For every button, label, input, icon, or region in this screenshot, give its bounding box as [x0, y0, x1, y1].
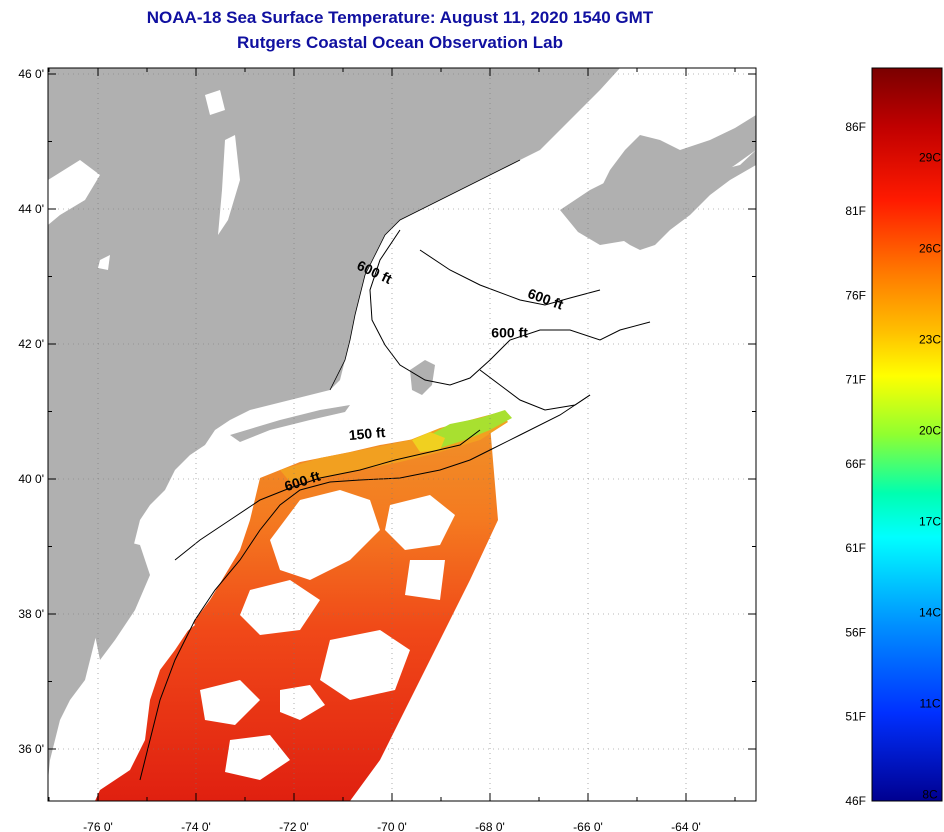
- latitude-label: 40 0': [18, 472, 44, 486]
- longitude-labels: -76 0' -74 0' -72 0' -70 0' -68 0' -66 0' -64 …: [83, 820, 701, 832]
- colorbar-c-label: 29C: [919, 150, 941, 164]
- longitude-label: -64 0': [671, 820, 701, 832]
- latitude-label: 36 0': [18, 742, 44, 756]
- colorbar-c-label: 11C: [919, 696, 940, 710]
- latitude-label: 38 0': [18, 607, 44, 621]
- colorbar-f-label: 46F: [845, 794, 866, 808]
- latitude-label: 46 0': [18, 67, 44, 81]
- land-cape-cod: [410, 360, 435, 395]
- latitude-labels: 46 0' 44 0' 42 0' 40 0' 38 0' 36 0': [18, 67, 44, 756]
- cloud-cover: [115, 490, 455, 780]
- sst-yellow-patch: [412, 432, 445, 452]
- colorbar-c-label: 8C: [922, 787, 938, 801]
- lakes: [48, 90, 240, 270]
- longitude-label: -76 0': [83, 820, 113, 832]
- colorbar-c-label: 23C: [919, 332, 941, 346]
- sst-green-patch: [428, 410, 512, 448]
- colorbar-f-label: 86F: [845, 120, 866, 134]
- colorbar-c-label: 26C: [919, 241, 941, 255]
- colorbar-f-label: 56F: [845, 625, 866, 639]
- land-long-island: [230, 405, 350, 442]
- land-usa: [48, 68, 620, 780]
- colorbar-f-label: 51F: [845, 710, 866, 724]
- colorbar-f-label: 76F: [845, 288, 866, 302]
- colorbar-c-label: 20C: [919, 423, 941, 437]
- map-title: NOAA-18 Sea Surface Temperature: August …: [146, 8, 654, 27]
- latitude-label: 42 0': [18, 337, 44, 351]
- colorbar-fahrenheit-labels: 86F 81F 76F 71F 66F 61F 56F 51F 46F: [845, 120, 866, 808]
- depth-contour-label: 600 ft: [491, 324, 528, 340]
- colorbar-f-label: 81F: [845, 204, 866, 218]
- colorbar-c-label: 14C: [919, 605, 941, 619]
- longitude-label: -66 0': [573, 820, 603, 832]
- colorbar-f-label: 61F: [845, 541, 866, 555]
- land-delmarva: [92, 540, 150, 660]
- longitude-label: -68 0': [475, 820, 505, 832]
- map-frame: [47, 67, 757, 802]
- colorbar-f-label: 71F: [845, 373, 866, 387]
- longitude-label: -72 0': [279, 820, 309, 832]
- coastline: [329, 159, 521, 391]
- axis-ticks: [48, 68, 756, 801]
- longitude-label: -70 0': [377, 820, 407, 832]
- map-subtitle: Rutgers Coastal Ocean Observation Lab: [237, 33, 563, 52]
- colorbar-c-label: 17C: [919, 514, 941, 528]
- depth-contours: [139, 229, 651, 781]
- graticule: [48, 68, 756, 801]
- colorbar-celsius-labels: 29C 26C 23C 20C 17C 14C 11C 8C: [919, 150, 941, 801]
- colorbar-f-label: 66F: [845, 457, 866, 471]
- longitude-label: -74 0': [181, 820, 211, 832]
- colorbar: [871, 67, 943, 802]
- latitude-label: 44 0': [18, 202, 44, 216]
- land-nova-scotia: [560, 115, 756, 245]
- depth-contour-label: 150 ft: [348, 424, 386, 443]
